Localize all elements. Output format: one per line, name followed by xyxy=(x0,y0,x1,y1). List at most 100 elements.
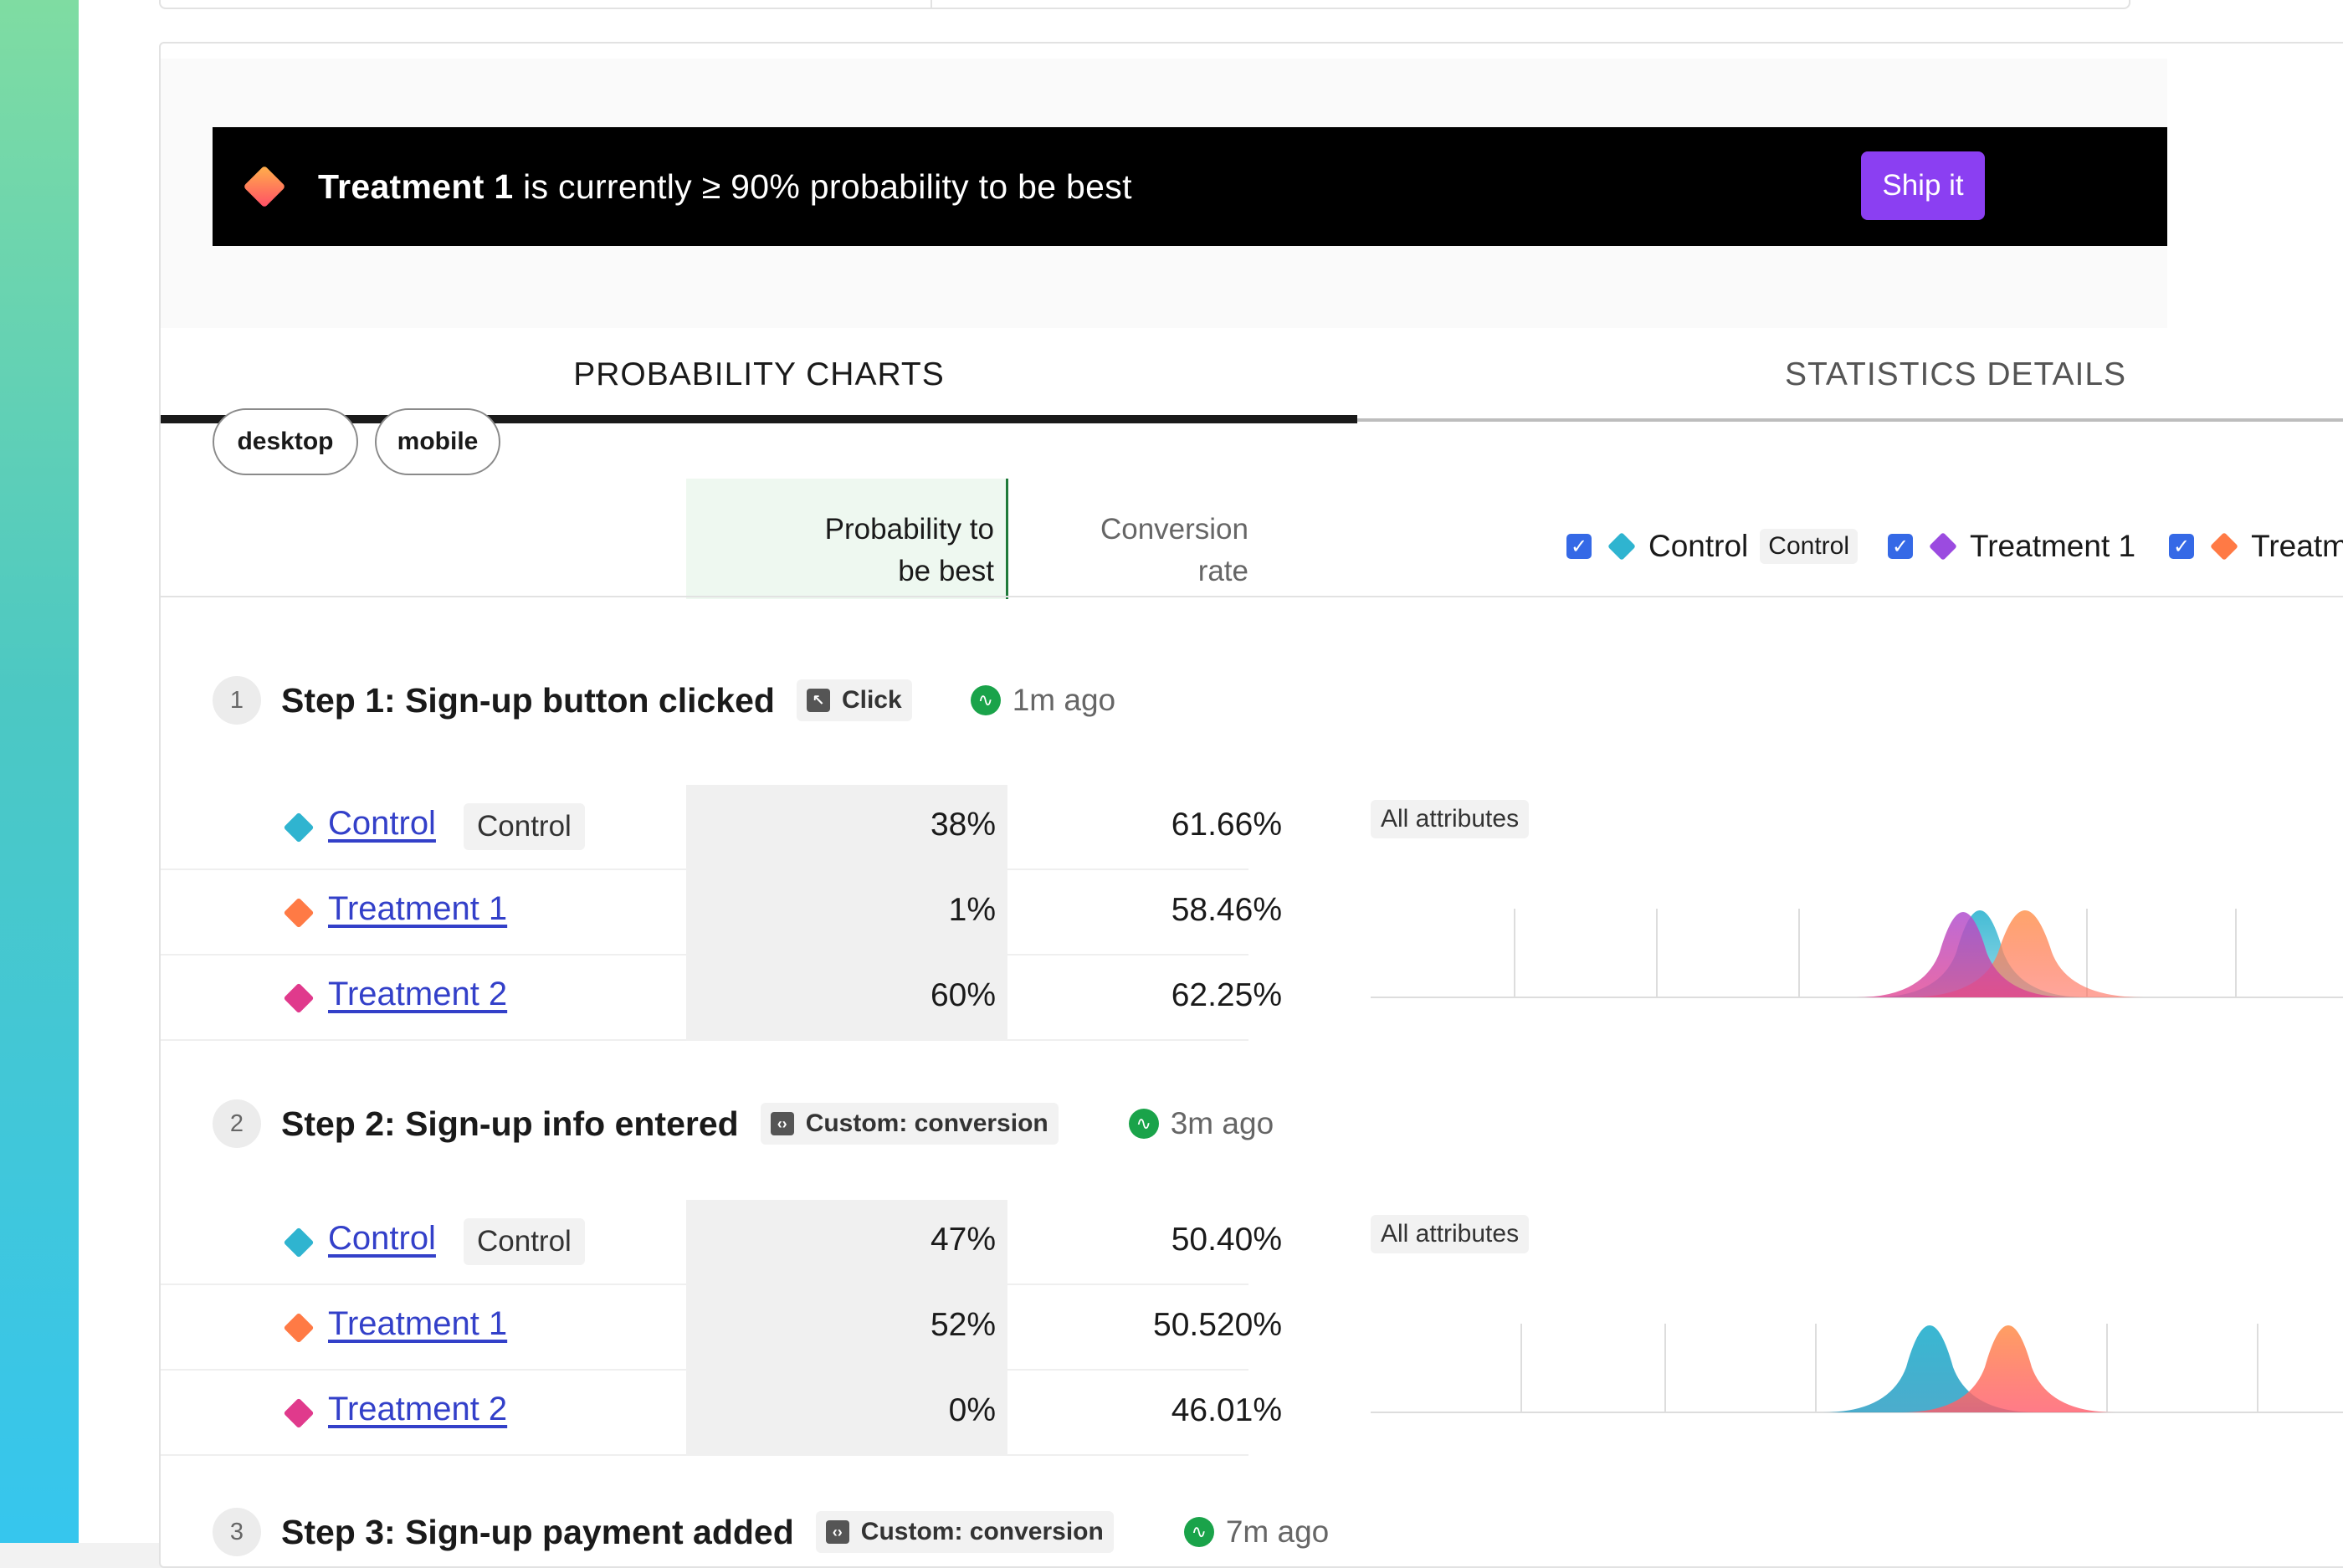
probability-column-marker xyxy=(1006,479,1008,599)
variant-link[interactable]: Control xyxy=(328,1220,436,1257)
variant-link[interactable]: Treatment 2 xyxy=(328,1391,508,1427)
activity-icon: ∿ xyxy=(970,685,1001,715)
top-strip xyxy=(159,0,2130,9)
experiment-panel: Treatment 1 is currently ≥ 90% probabili… xyxy=(159,42,2343,1568)
tab-probability-charts[interactable]: PROBABILITY CHARTS xyxy=(573,356,945,392)
control-tag: Control xyxy=(464,1218,585,1265)
conversion-header-line2: rate xyxy=(1197,555,1248,587)
last-updated: ∿ 3m ago xyxy=(1128,1106,1274,1141)
conversion-value: 58.46% xyxy=(1171,892,1282,928)
probability-header-line2: be best xyxy=(898,555,994,587)
last-updated: ∿ 1m ago xyxy=(970,683,1116,718)
event-type-badge: ‹› Custom: conversion xyxy=(815,1511,1114,1553)
step-number: 3 xyxy=(213,1508,261,1556)
header-divider xyxy=(161,596,2343,597)
probability-column-header[interactable]: Probability to be best xyxy=(696,509,994,592)
tab-divider xyxy=(1357,418,2343,422)
cursor-icon: ↖ xyxy=(806,689,830,712)
variant-link[interactable]: Control xyxy=(328,805,436,842)
filter-chip-desktop[interactable]: desktop xyxy=(213,408,358,475)
diamond-icon xyxy=(283,982,315,1014)
banner-zone: Treatment 1 is currently ≥ 90% probabili… xyxy=(161,59,2167,328)
legend-label-treatment-2: Treatm xyxy=(2251,529,2343,563)
conversion-value: 46.01% xyxy=(1171,1392,1282,1428)
legend-checkbox-treatment-1[interactable]: ✓ xyxy=(1888,534,1913,559)
legend-label-control: Control xyxy=(1648,529,1749,563)
table-row: Treatment 2 0% 46.01% xyxy=(161,1371,1282,1456)
conversion-column-header[interactable]: Conversion rate xyxy=(1031,509,1248,592)
probability-cell xyxy=(686,1285,1007,1371)
diamond-icon xyxy=(1607,532,1636,561)
last-updated-text: 1m ago xyxy=(1012,683,1116,717)
probability-cell xyxy=(686,956,1007,1041)
step-2-header: 2 Step 2: Sign-up info entered ‹› Custom:… xyxy=(213,1099,1274,1148)
last-updated-text: 3m ago xyxy=(1170,1106,1274,1140)
legend-tag-control: Control xyxy=(1760,529,1858,564)
distribution-chart-step-1: 1% 2% 3% 4% 5% 6% 7% 8% xyxy=(1371,909,2343,998)
tab-bar: PROBABILITY CHARTS STATISTICS DETAILS xyxy=(161,328,2343,425)
diamond-icon xyxy=(2210,532,2239,561)
ship-it-button[interactable]: Ship it xyxy=(1861,151,1985,220)
probability-value: 0% xyxy=(948,1392,996,1428)
conversion-value: 50.520% xyxy=(1153,1307,1282,1343)
last-updated-text: 7m ago xyxy=(1225,1514,1330,1549)
tab-statistics-details[interactable]: STATISTICS DETAILS xyxy=(1784,356,2127,392)
chart-legend: ✓ Control Control ✓ Treatment 1 ✓ Treatm xyxy=(1566,529,2343,564)
variant-link[interactable]: Treatment 2 xyxy=(328,976,508,1012)
banner-message: Treatment 1 is currently ≥ 90% probabili… xyxy=(318,167,1132,207)
active-tab-indicator xyxy=(161,415,1357,423)
banner-winner: Treatment 1 xyxy=(318,167,514,206)
diamond-icon xyxy=(283,897,315,929)
probability-value: 60% xyxy=(930,977,996,1013)
probability-cell xyxy=(686,870,1007,956)
probability-cell xyxy=(686,785,1007,870)
code-icon: ‹› xyxy=(825,1520,849,1544)
step-3-header: 3 Step 3: Sign-up payment added ‹› Custom… xyxy=(213,1508,1329,1556)
table-row: Treatment 2 60% 62.25% xyxy=(161,956,1282,1041)
legend-checkbox-control[interactable]: ✓ xyxy=(1566,534,1592,559)
probability-value: 52% xyxy=(930,1307,996,1343)
code-icon: ‹› xyxy=(770,1112,794,1135)
conversion-value: 61.66% xyxy=(1171,807,1282,843)
probability-header-line1: Probability to xyxy=(824,513,994,546)
probability-value: 1% xyxy=(948,892,996,928)
variant-link[interactable]: Treatment 1 xyxy=(328,890,508,927)
probability-column-highlight xyxy=(686,479,1007,599)
legend-label-treatment-1: Treatment 1 xyxy=(1970,529,2136,563)
probability-value: 38% xyxy=(930,807,996,843)
diamond-icon xyxy=(283,1312,315,1344)
table-row: Treatment 1 1% 58.46% xyxy=(161,870,1282,956)
diamond-icon xyxy=(1929,532,1957,561)
table-row: Control Control 47% 50.40% xyxy=(161,1200,1282,1285)
diamond-icon xyxy=(283,812,315,843)
event-type-label: Custom: conversion xyxy=(805,1109,1048,1137)
distribution-chart-step-2: 1% 2% 3% 4% 5% 6% 7% 8% xyxy=(1371,1324,2343,1413)
filter-chip-mobile[interactable]: mobile xyxy=(375,408,500,475)
diamond-icon xyxy=(283,1227,315,1258)
control-tag: Control xyxy=(464,803,585,850)
probability-value: 47% xyxy=(930,1222,996,1258)
conversion-value: 50.40% xyxy=(1171,1222,1282,1258)
probability-cell xyxy=(686,1371,1007,1456)
table-row: Treatment 1 52% 50.520% xyxy=(161,1285,1282,1371)
series-treatment-2 xyxy=(1856,912,2070,997)
step-title: Step 2: Sign-up info entered xyxy=(281,1104,739,1143)
last-updated: ∿ 7m ago xyxy=(1183,1514,1330,1550)
side-gradient xyxy=(0,0,79,1543)
variant-link[interactable]: Treatment 1 xyxy=(328,1305,508,1342)
diamond-icon xyxy=(243,165,286,208)
series-treatment-1 xyxy=(1906,910,2144,997)
probability-cell xyxy=(686,1200,1007,1285)
activity-icon: ∿ xyxy=(1128,1109,1159,1139)
diamond-icon xyxy=(283,1397,315,1429)
all-attributes-tag: All attributes xyxy=(1371,800,1530,838)
conversion-value: 62.25% xyxy=(1171,977,1282,1013)
series-control xyxy=(1823,1325,2037,1412)
step-1-header: 1 Step 1: Sign-up button clicked ↖ Click … xyxy=(213,676,1115,725)
step-number: 2 xyxy=(213,1099,261,1148)
table-row: Control Control 38% 61.66% xyxy=(161,785,1282,870)
legend-checkbox-treatment-2[interactable]: ✓ xyxy=(2169,534,2195,559)
series-treatment-1 xyxy=(1901,1325,2115,1412)
all-attributes-tag: All attributes xyxy=(1371,1215,1530,1253)
event-type-label: Custom: conversion xyxy=(860,1518,1104,1545)
